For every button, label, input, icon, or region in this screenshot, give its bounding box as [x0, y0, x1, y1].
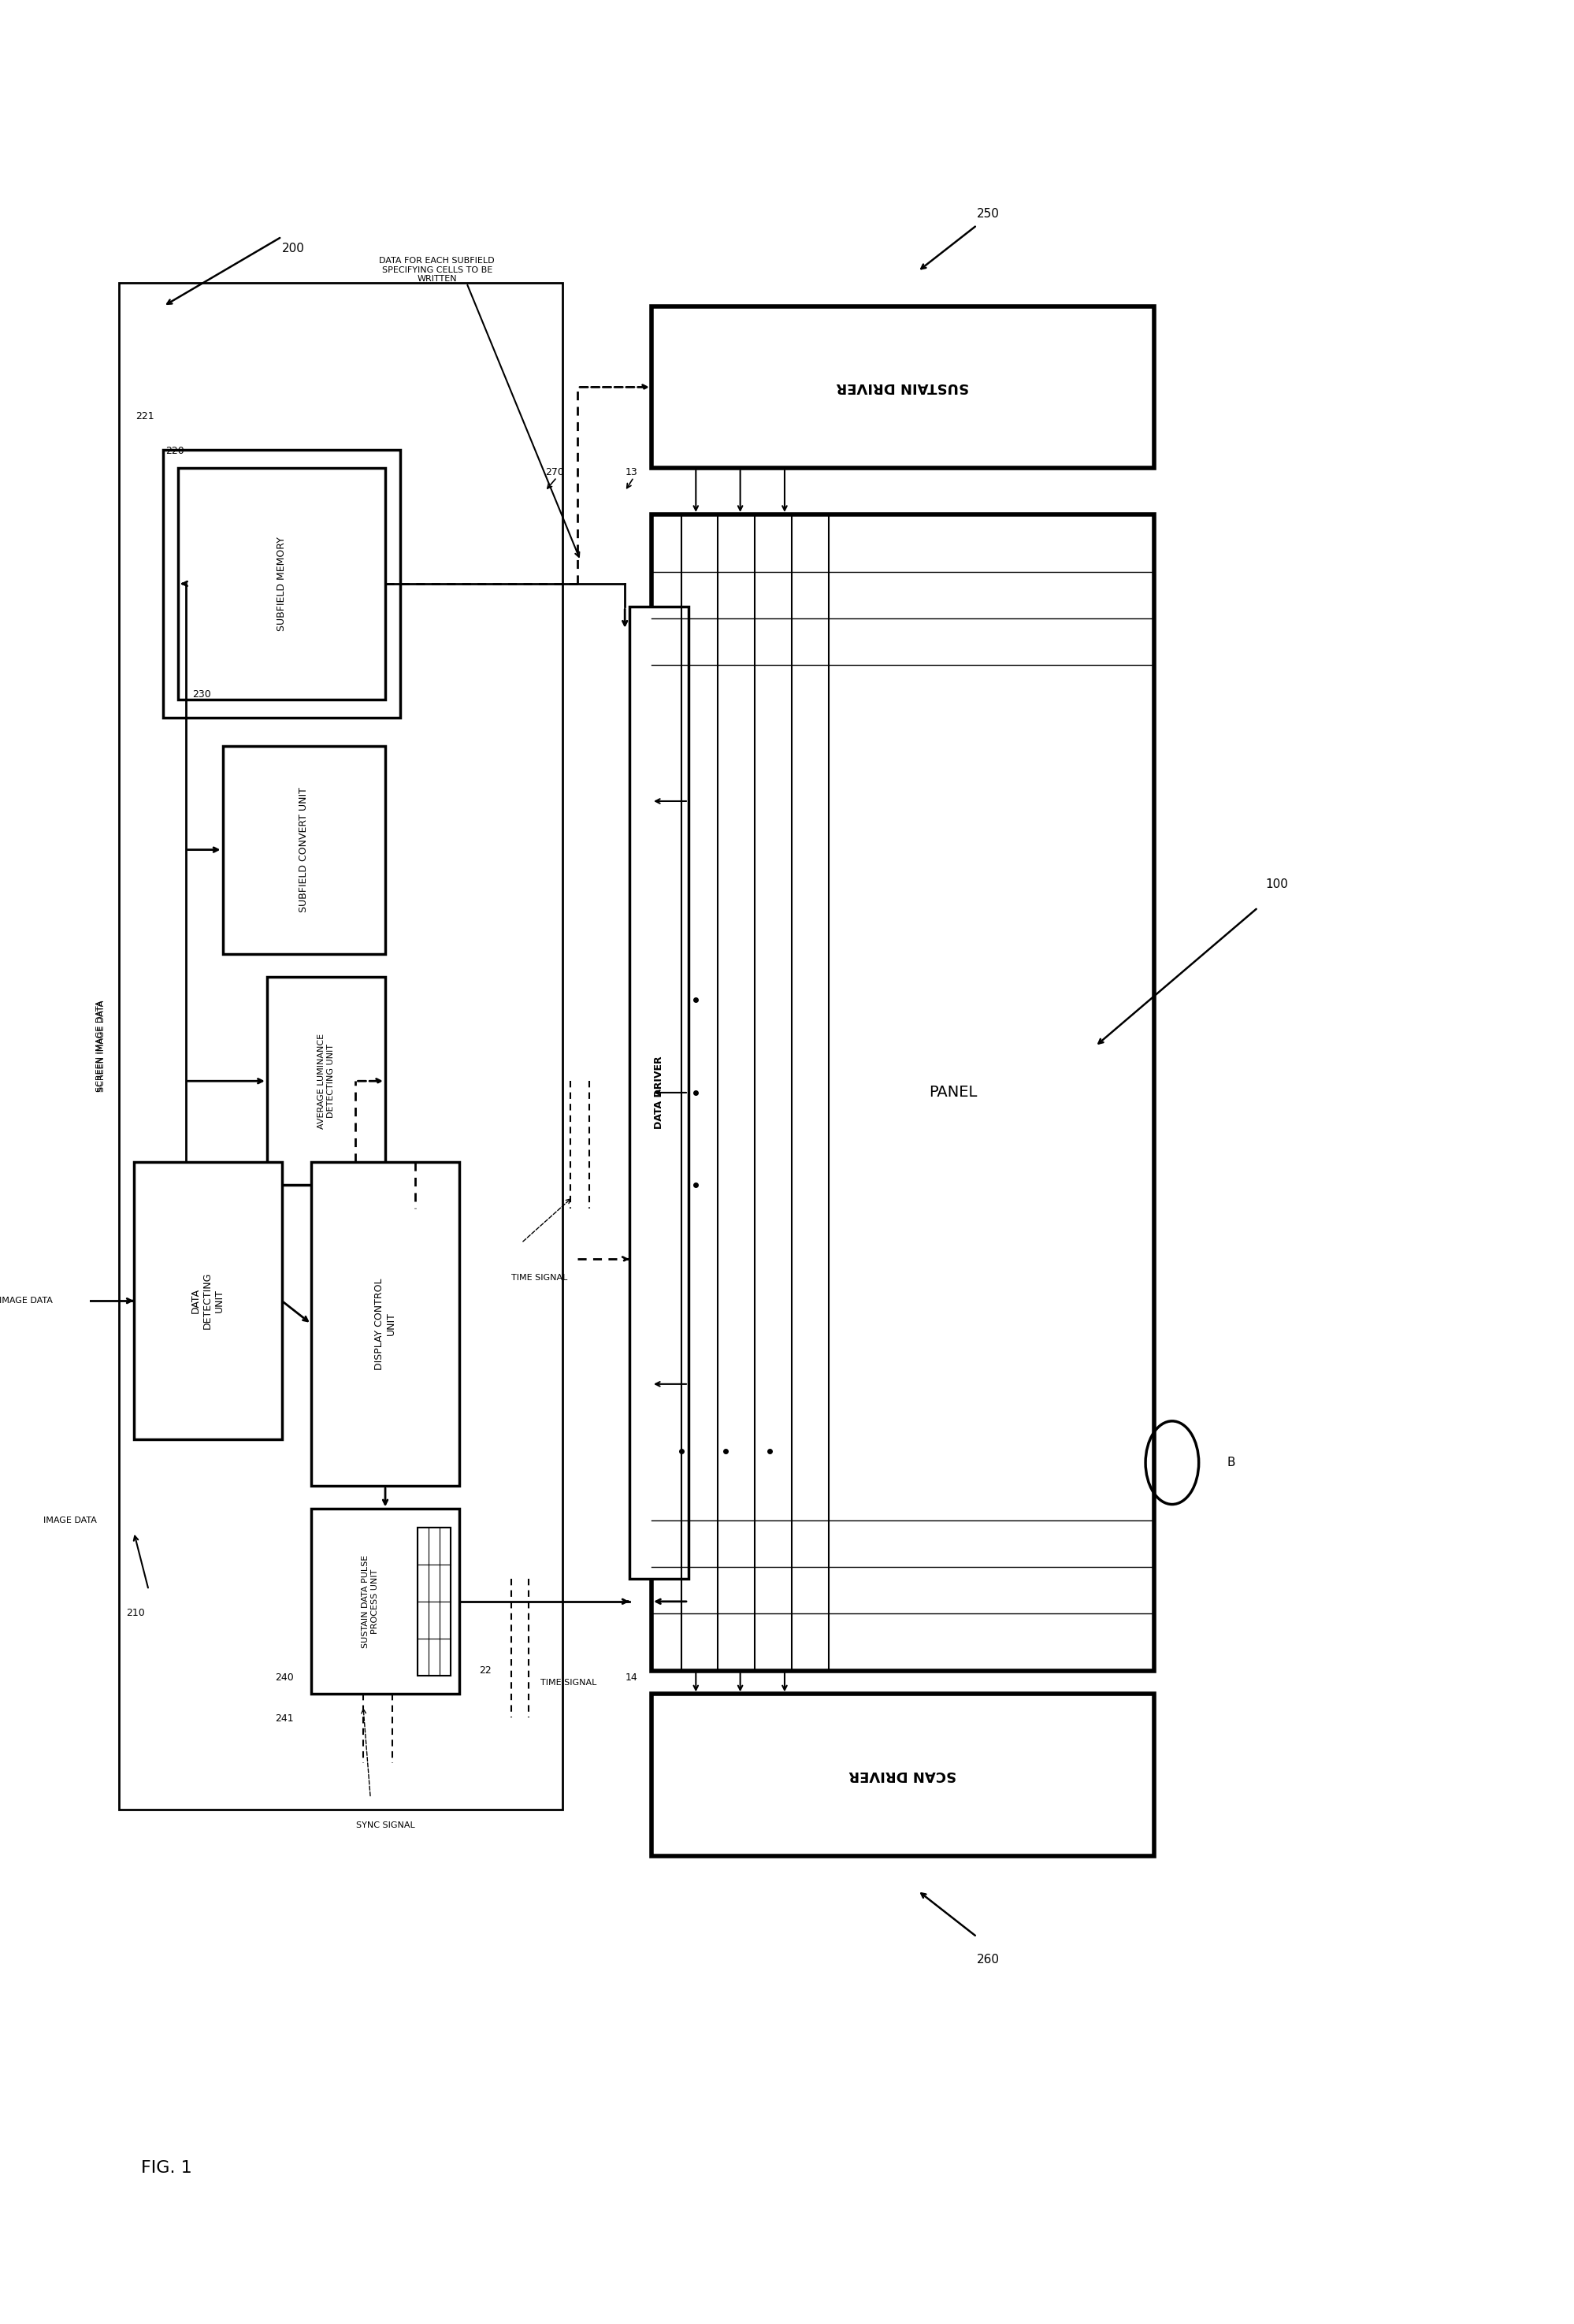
Text: TIME SIGNAL: TIME SIGNAL [540, 1678, 597, 1687]
Text: 240: 240 [275, 1673, 294, 1683]
Text: PANEL: PANEL [929, 1085, 977, 1099]
Text: 270: 270 [545, 467, 563, 476]
Bar [134, 1162, 282, 1439]
Bar [652, 307, 1154, 467]
Bar [652, 514, 1154, 1671]
Text: 100: 100 [1265, 878, 1288, 890]
Bar [417, 1527, 450, 1676]
Text: 200: 200 [282, 242, 304, 253]
Text: 230: 230 [192, 690, 211, 700]
Text: SCREEN IMAGE DATA: SCREEN IMAGE DATA [96, 1002, 104, 1092]
Bar [652, 1694, 1154, 1857]
Bar [268, 976, 386, 1185]
Text: DISPLAY CONTROL
UNIT: DISPLAY CONTROL UNIT [375, 1278, 397, 1369]
Bar [630, 607, 688, 1578]
Text: DATA
DETECTING
UNIT: DATA DETECTING UNIT [190, 1271, 225, 1329]
Text: SUBFIELD MEMORY: SUBFIELD MEMORY [277, 537, 286, 630]
Text: DATA FOR EACH SUBFIELD
SPECIFYING CELLS TO BE
WRITTEN: DATA FOR EACH SUBFIELD SPECIFYING CELLS … [379, 258, 494, 284]
Bar [120, 284, 563, 1810]
Text: B: B [1228, 1457, 1236, 1469]
Bar [164, 449, 400, 718]
Text: SYNC SIGNAL: SYNC SIGNAL [356, 1822, 414, 1829]
Text: 22: 22 [480, 1666, 491, 1676]
Text: IMAGE DATA: IMAGE DATA [44, 1518, 98, 1525]
Text: SUSTAIN DRIVER: SUSTAIN DRIVER [836, 381, 970, 395]
Text: SUSTAIN DATA PULSE
PROCESS UNIT: SUSTAIN DATA PULSE PROCESS UNIT [362, 1555, 379, 1648]
Bar [222, 746, 386, 953]
Text: SCREEN IMAGE DATA: SCREEN IMAGE DATA [98, 1002, 105, 1092]
Text: 220: 220 [165, 446, 184, 456]
Text: FIG. 1: FIG. 1 [142, 2161, 192, 2175]
Text: IMAGE DATA: IMAGE DATA [0, 1297, 52, 1304]
Text: SUBFIELD CONVERT UNIT: SUBFIELD CONVERT UNIT [299, 788, 309, 913]
Text: 221: 221 [135, 411, 154, 423]
Text: TIME SIGNAL: TIME SIGNAL [512, 1274, 567, 1281]
Text: 13: 13 [625, 467, 637, 476]
Text: AVERAGE LUMINANCE
DETECTING UNIT: AVERAGE LUMINANCE DETECTING UNIT [318, 1034, 335, 1129]
Text: 260: 260 [977, 1954, 999, 1966]
Text: 250: 250 [977, 207, 999, 218]
Bar [178, 467, 386, 700]
Text: 210: 210 [126, 1608, 145, 1618]
Bar [312, 1508, 460, 1694]
Text: 241: 241 [275, 1713, 294, 1724]
Text: 14: 14 [625, 1673, 637, 1683]
Text: DATA DRIVER: DATA DRIVER [653, 1055, 664, 1129]
Text: SCAN DRIVER: SCAN DRIVER [848, 1769, 957, 1783]
Bar [312, 1162, 460, 1485]
